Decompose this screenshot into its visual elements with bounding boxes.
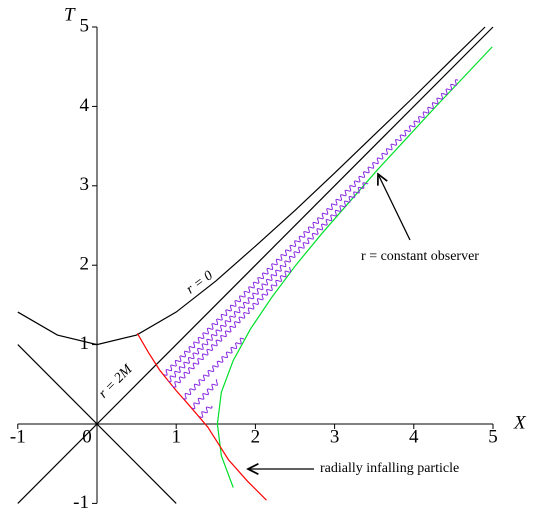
curve bbox=[136, 333, 267, 501]
curve bbox=[216, 46, 493, 488]
y-tick-label: 1 bbox=[80, 333, 90, 354]
x-tick-label: 3 bbox=[330, 426, 340, 447]
curve bbox=[17, 344, 177, 504]
y-tick-label: 2 bbox=[80, 254, 90, 275]
annotation: radially infalling particle bbox=[320, 461, 459, 476]
y-tick-label: 5 bbox=[80, 15, 90, 36]
x-tick-label: 0 bbox=[82, 426, 92, 447]
y-tick-label: -1 bbox=[73, 492, 89, 513]
signal bbox=[182, 337, 245, 400]
y-tick-label: 3 bbox=[80, 174, 90, 195]
x-tick-label: 1 bbox=[171, 426, 181, 447]
x-tick-label: -1 bbox=[10, 426, 26, 447]
curve bbox=[17, 26, 486, 346]
signal bbox=[199, 405, 213, 418]
signal bbox=[167, 182, 369, 383]
curve-label: r = 2M bbox=[96, 361, 136, 401]
x-axis-label: X bbox=[513, 412, 527, 433]
x-tick-label: 2 bbox=[251, 426, 261, 447]
y-axis-label: T bbox=[64, 4, 76, 25]
signal bbox=[163, 79, 459, 376]
annotation: r = constant observer bbox=[361, 249, 479, 264]
y-tick-label: 4 bbox=[80, 95, 90, 116]
annotation-arrow bbox=[378, 174, 411, 241]
signal bbox=[191, 379, 218, 410]
x-tick-label: 5 bbox=[488, 426, 498, 447]
x-tick-label: 4 bbox=[409, 426, 419, 447]
signal bbox=[171, 266, 292, 388]
